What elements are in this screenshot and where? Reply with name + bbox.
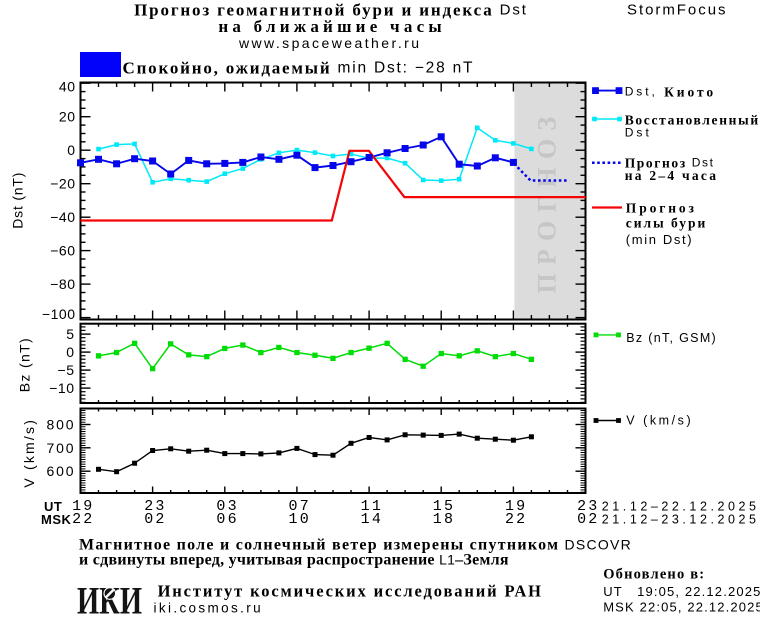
svg-text:Спокойно, ожидаемый min Dst: −: Спокойно, ожидаемый min Dst: −28 nT bbox=[123, 58, 475, 77]
svg-text:Обновлено в:: Обновлено в: bbox=[603, 566, 705, 582]
svg-text:Dst, Киото: Dst, Киото bbox=[625, 84, 716, 99]
svg-text:на 2–4 часа: на 2–4 часа bbox=[625, 167, 719, 182]
svg-text:700: 700 bbox=[46, 440, 75, 456]
svg-text:(min Dst): (min Dst) bbox=[626, 232, 693, 247]
svg-text:Восстановленный: Восстановленный bbox=[625, 112, 760, 127]
svg-text:600: 600 bbox=[46, 463, 75, 479]
svg-text:22: 22 bbox=[505, 511, 527, 528]
svg-text:V (km/s): V (km/s) bbox=[21, 418, 37, 488]
svg-text:03: 03 bbox=[216, 498, 238, 515]
svg-text:19: 19 bbox=[72, 498, 94, 515]
svg-text:−10: −10 bbox=[49, 380, 74, 396]
svg-text:Прогноз Dst: Прогноз Dst bbox=[625, 155, 715, 170]
svg-text:10: 10 bbox=[289, 511, 311, 528]
svg-text:18: 18 bbox=[433, 511, 455, 528]
svg-text:800: 800 bbox=[46, 417, 75, 433]
svg-text:www.spaceweather.ru: www.spaceweather.ru bbox=[238, 35, 422, 51]
svg-text:ПРОГНОЗ: ПРОГНОЗ bbox=[533, 109, 562, 294]
svg-text:UT: UT bbox=[44, 499, 62, 514]
svg-text:0: 0 bbox=[66, 344, 74, 360]
svg-text:02: 02 bbox=[577, 511, 599, 528]
svg-text:21.12–23.12.2025: 21.12–23.12.2025 bbox=[602, 512, 760, 526]
svg-text:23: 23 bbox=[144, 498, 166, 515]
svg-text:Bz (nT, GSM): Bz (nT, GSM) bbox=[626, 331, 717, 345]
svg-text:−40: −40 bbox=[50, 209, 75, 225]
svg-text:14: 14 bbox=[361, 511, 383, 528]
svg-text:06: 06 bbox=[216, 511, 238, 528]
svg-text:Прогноз: Прогноз bbox=[626, 200, 697, 215]
svg-text:−60: −60 bbox=[50, 243, 75, 259]
svg-text:Прогноз геомагнитной бури и ин: Прогноз геомагнитной бури и индекса Dst bbox=[134, 0, 528, 19]
svg-text:StormFocus: StormFocus bbox=[627, 1, 727, 18]
svg-text:21.12–22.12.2025: 21.12–22.12.2025 bbox=[602, 499, 760, 513]
svg-text:Институт космических исследова: Институт космических исследований РАН bbox=[158, 581, 543, 600]
svg-text:iki.cosmos.ru: iki.cosmos.ru bbox=[154, 600, 263, 615]
svg-text:11: 11 bbox=[361, 498, 383, 515]
svg-text:−80: −80 bbox=[50, 276, 75, 292]
svg-text:−20: −20 bbox=[50, 176, 75, 192]
svg-text:Dst: Dst bbox=[625, 126, 652, 140]
svg-text:и сдвинуты вперед, учитывая ра: и сдвинуты вперед, учитывая распростране… bbox=[79, 551, 509, 568]
svg-text:Магнитное поле и солнечный вет: Магнитное поле и солнечный ветер измерен… bbox=[79, 536, 632, 553]
svg-text:−5: −5 bbox=[58, 362, 75, 378]
svg-text:23: 23 bbox=[577, 498, 599, 515]
svg-text:UT 19:05, 22.12.2025: UT 19:05, 22.12.2025 bbox=[603, 583, 760, 598]
svg-text:19: 19 bbox=[505, 498, 527, 515]
svg-text:0: 0 bbox=[67, 142, 75, 158]
svg-text:V (km/s): V (km/s) bbox=[626, 414, 693, 428]
svg-text:MSK: MSK bbox=[41, 512, 72, 527]
svg-text:40: 40 bbox=[59, 79, 76, 95]
svg-text:07: 07 bbox=[289, 498, 311, 515]
svg-text:на ближайшие часы: на ближайшие часы bbox=[218, 17, 446, 36]
svg-text:5: 5 bbox=[66, 326, 74, 342]
svg-text:15: 15 bbox=[433, 498, 455, 515]
svg-text:Dst (nT): Dst (nT) bbox=[10, 172, 26, 229]
svg-text:02: 02 bbox=[144, 511, 166, 528]
svg-text:силы бури: силы бури bbox=[626, 215, 707, 230]
svg-text:22: 22 bbox=[72, 511, 94, 528]
svg-text:MSK 22:05, 22.12.2025: MSK 22:05, 22.12.2025 bbox=[603, 599, 760, 614]
svg-text:20: 20 bbox=[59, 109, 76, 125]
svg-text:Bz (nT): Bz (nT) bbox=[16, 337, 32, 392]
svg-text:−100: −100 bbox=[42, 306, 76, 322]
